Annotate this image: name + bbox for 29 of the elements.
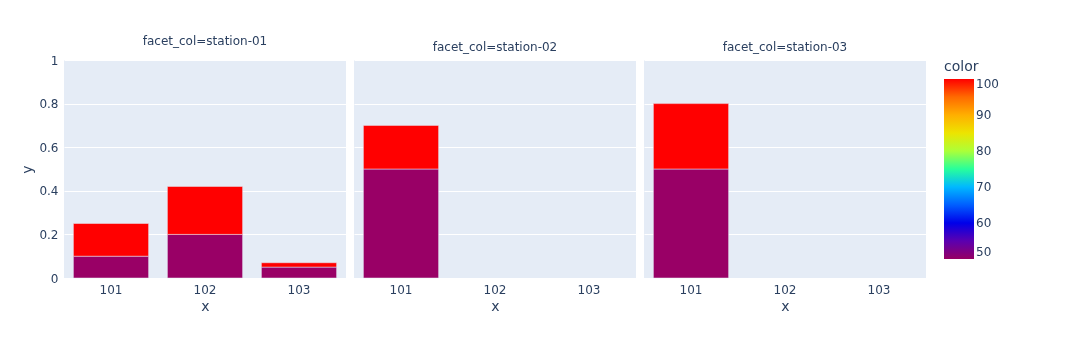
y-tick-label: 0.8	[39, 97, 59, 112]
chart-title: facet_col=station-01	[142, 34, 268, 48]
color-bar-label: 90	[976, 108, 992, 122]
y-tick-label: 0.2	[39, 227, 59, 242]
y-tick-label: 0	[50, 271, 59, 286]
chart-title: facet_col=station-03	[722, 40, 848, 54]
y-tick-label: 0.6	[39, 140, 59, 155]
x-axis-title: x	[201, 297, 210, 314]
x-tick-label: 102	[773, 282, 797, 297]
color-bar-label: 100	[976, 77, 999, 91]
x-tick-label: 103	[867, 282, 891, 297]
color-bar-label: 80	[976, 144, 992, 158]
x-tick-label: 101	[679, 282, 703, 297]
chart-title: facet_col=station-02	[432, 40, 558, 54]
y-tick-label: 0.4	[39, 184, 59, 199]
color-bar-title: color	[944, 58, 979, 74]
x-tick-label: 101	[99, 282, 123, 297]
color-bar-label: 60	[976, 216, 992, 230]
y-tick-label: 1	[50, 53, 59, 68]
x-tick-label: 102	[483, 282, 507, 297]
color-bar-label: 50	[976, 245, 992, 259]
x-axis-title: x	[491, 297, 500, 314]
x-tick-label: 103	[577, 282, 601, 297]
color-bar-label: 70	[976, 180, 992, 194]
x-tick-label: 101	[389, 282, 413, 297]
x-axis-title: x	[781, 297, 790, 314]
x-tick-label: 102	[193, 282, 217, 297]
y-axis-title: y	[19, 165, 36, 174]
x-tick-label: 103	[287, 282, 311, 297]
